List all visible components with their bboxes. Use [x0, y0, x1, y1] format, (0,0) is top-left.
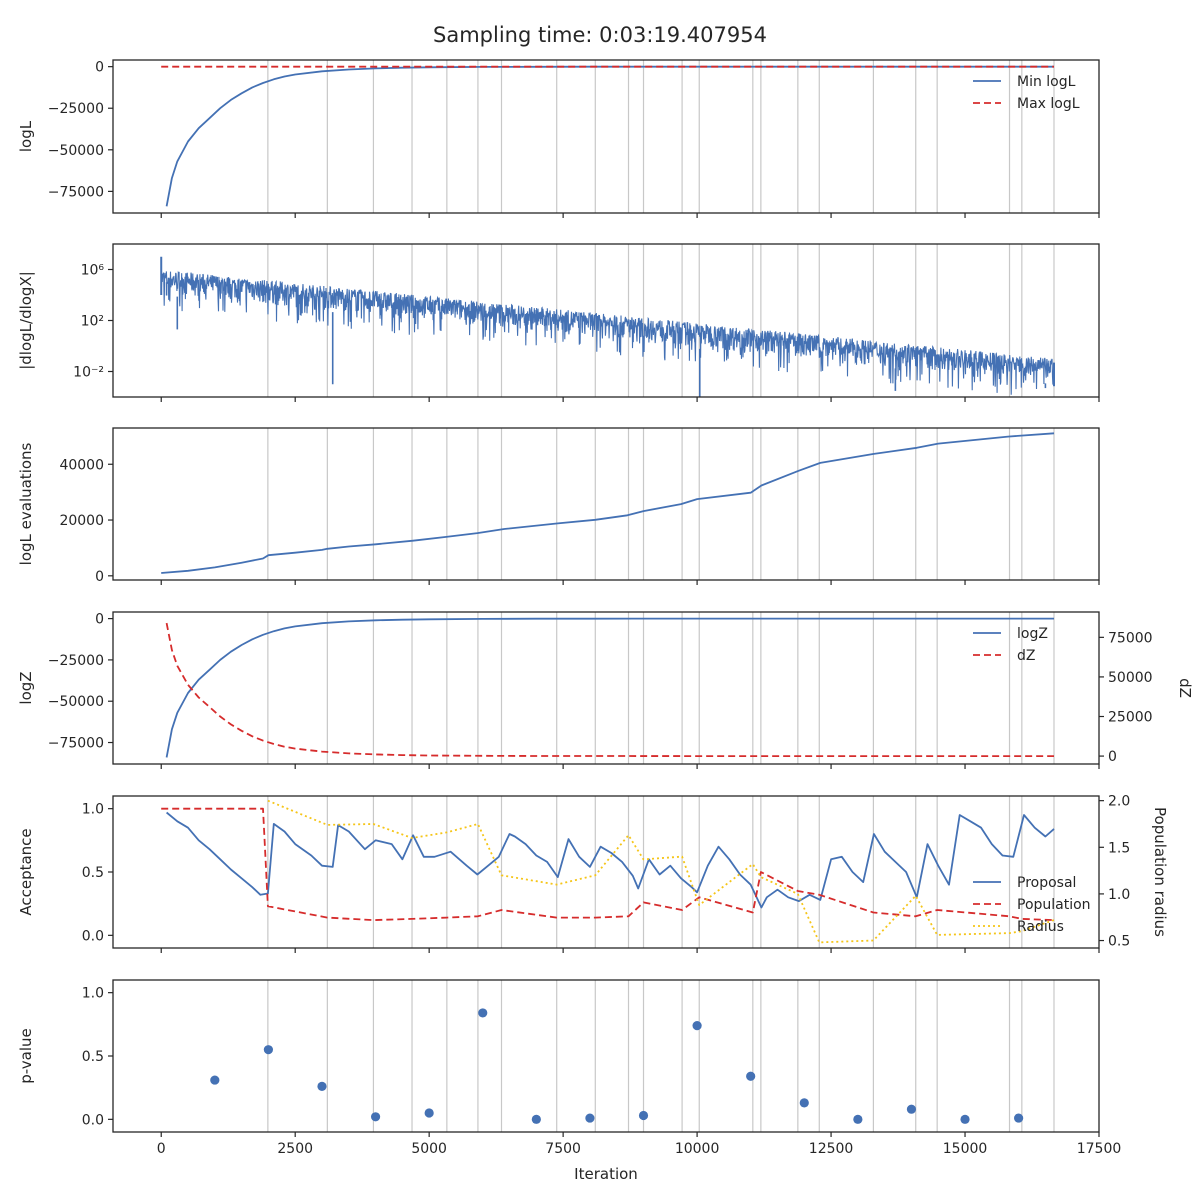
data-point — [263, 1045, 274, 1055]
legend-label: Proposal — [1017, 875, 1076, 891]
plot-frame — [112, 427, 1100, 581]
data-point — [906, 1104, 917, 1114]
y-tick-label: −50000 — [48, 143, 104, 159]
y-tick-label: −25000 — [48, 653, 104, 669]
data-point — [210, 1075, 220, 1085]
x-tick-label: 15000 — [943, 1141, 988, 1157]
data-point — [746, 1071, 756, 1081]
legend-label: Max logL — [1017, 96, 1080, 112]
y-tick-label: 40000 — [59, 457, 104, 473]
y-tick-label: 1.0 — [82, 986, 104, 1002]
y-right-axis-label: dZ — [1176, 678, 1194, 698]
data-point — [424, 1108, 434, 1118]
y-axis-label: logL evaluations — [17, 442, 35, 565]
legend-label: Population — [1017, 897, 1091, 913]
y-tick-label: 0.5 — [82, 865, 104, 881]
y-right-axis-label: Population radius — [1151, 807, 1169, 937]
x-tick-label: 10000 — [675, 1141, 720, 1157]
data-point — [638, 1110, 649, 1121]
y-tick-label: −50000 — [48, 694, 104, 710]
y-tick-label: 0 — [95, 60, 104, 76]
x-tick-label: 0 — [157, 1141, 166, 1157]
y-tick-label: 0.0 — [82, 1112, 104, 1128]
legend-label: Min logL — [1017, 74, 1076, 90]
y-right-tick-label: 1.0 — [1108, 887, 1130, 903]
series-radius — [267, 799, 1055, 944]
y-tick-label: 10² — [81, 314, 104, 330]
y-right-tick-label: 0.5 — [1108, 934, 1130, 950]
series-1 — [161, 432, 1055, 574]
legend-label: dZ — [1017, 648, 1035, 664]
series-min-logl — [165, 65, 1054, 207]
y-right-tick-label: 50000 — [1108, 670, 1153, 686]
y-tick-label: 0.0 — [82, 928, 104, 944]
y-tick-label: 10⁻² — [73, 365, 104, 381]
y-tick-label: −75000 — [48, 736, 104, 752]
y-tick-label: 1.0 — [82, 802, 104, 818]
data-point — [370, 1112, 381, 1122]
y-tick-label: 0 — [95, 612, 104, 628]
panel-5: 0.0 0.5 1.0 0.5 1.0 1.5 2.0 Population radius Ac… — [17, 794, 1169, 953]
plot-frame — [112, 979, 1100, 1133]
x-axis-label: Iteration — [574, 1165, 638, 1183]
series-logz — [165, 617, 1054, 758]
y-axis-label: logZ — [17, 671, 35, 704]
y-tick-label: −25000 — [48, 101, 104, 117]
series-population — [161, 807, 1055, 921]
data-point — [799, 1098, 809, 1108]
data-point — [478, 1008, 488, 1018]
legend-label: logZ — [1017, 626, 1048, 642]
data-point — [692, 1021, 702, 1031]
series-dz — [165, 622, 1054, 757]
y-axis-label: p-value — [17, 1028, 35, 1084]
y-axis-label: |dlogL/dlogX| — [17, 271, 35, 370]
data-point — [585, 1113, 595, 1123]
y-tick-label: 10⁶ — [81, 263, 105, 279]
data-point — [1014, 1113, 1024, 1123]
data-point — [531, 1114, 541, 1124]
x-tick-label: 7500 — [545, 1141, 581, 1157]
panel-3: 0 20000 40000 logL evaluations — [17, 427, 1100, 585]
data-point — [960, 1114, 970, 1124]
x-tick-label: 5000 — [411, 1141, 447, 1157]
gradient-trace — [160, 270, 1055, 395]
y-tick-label: −75000 — [48, 184, 104, 200]
panel-2: 10⁶ 10² 10⁻² |dlogL/dlogX| — [17, 243, 1100, 402]
y-tick-label: 20000 — [59, 513, 104, 529]
y-right-tick-label: 0 — [1108, 749, 1117, 765]
x-tick-label: 2500 — [277, 1141, 313, 1157]
x-tick-label: 17500 — [1077, 1141, 1122, 1157]
y-right-tick-label: 1.5 — [1108, 840, 1130, 856]
data-point — [853, 1114, 863, 1124]
figure-title: Sampling time: 0:03:19.407954 — [433, 23, 767, 47]
panels: 0 −25000 −50000 −75000 logL Min logL Max logL 1… — [17, 59, 1194, 1157]
y-tick-label: 0.5 — [82, 1049, 104, 1065]
panel-6: 0 2500 5000 7500 10000 12500 15000 17500 0.0 0.5 1… — [17, 979, 1122, 1157]
plot-frame — [112, 59, 1100, 214]
series-proposal — [166, 811, 1055, 909]
plot-frame — [112, 611, 1100, 765]
y-right-tick-label: 25000 — [1108, 710, 1153, 726]
x-tick-label: 12500 — [809, 1141, 854, 1157]
panel-1: 0 −25000 −50000 −75000 logL Min logL Max logL — [17, 59, 1100, 218]
y-right-tick-label: 75000 — [1108, 630, 1153, 646]
y-right-tick-label: 2.0 — [1108, 794, 1130, 810]
panel-4: 0 −25000 −50000 −75000 0 25000 50000 75000 dZ log… — [17, 611, 1194, 769]
data-point — [317, 1081, 327, 1091]
y-axis-label: Acceptance — [17, 828, 35, 915]
y-axis-label: logL — [17, 120, 35, 152]
legend-label: Radius — [1017, 919, 1064, 935]
y-tick-label: 0 — [95, 569, 104, 585]
